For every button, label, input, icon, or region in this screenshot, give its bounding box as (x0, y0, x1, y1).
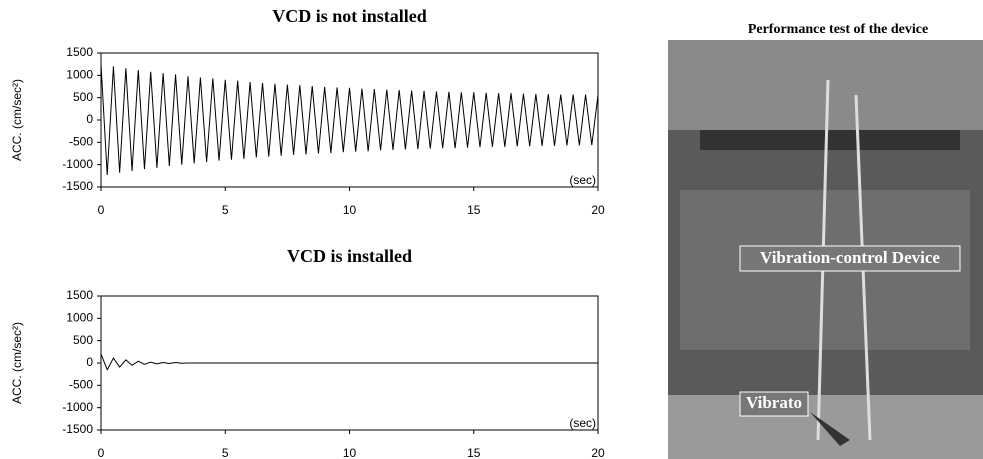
chart-title: VCD is not installed (272, 6, 427, 26)
x-tick-label: 0 (98, 446, 105, 459)
x-tick-label: 15 (467, 446, 481, 459)
chart-title: VCD is installed (287, 246, 412, 266)
y-tick-label: -1000 (62, 400, 93, 414)
y-tick-label: 0 (86, 355, 93, 369)
x-tick-label: 10 (343, 446, 357, 459)
photo-label-box (739, 245, 961, 272)
y-tick-label: 500 (73, 333, 93, 347)
y-tick-label: 1000 (66, 311, 93, 325)
y-tick-label: 1500 (66, 45, 93, 59)
y-tick-label: 0 (86, 112, 93, 126)
photo-ceiling (668, 40, 983, 130)
photo-beam (700, 130, 960, 150)
y-axis-label: ACC. (cm/sec²) (10, 79, 24, 161)
x-axis-label: (sec) (569, 173, 596, 187)
y-tick-label: 1000 (66, 68, 93, 82)
x-tick-label: 15 (467, 203, 481, 217)
y-tick-label: 500 (73, 90, 93, 104)
y-tick-label: 1500 (66, 288, 93, 302)
x-axis-label: (sec) (569, 416, 596, 430)
y-tick-label: -1000 (62, 157, 93, 171)
y-tick-label: -1500 (62, 422, 93, 436)
y-tick-label: -500 (69, 135, 93, 149)
plot-frame (100, 52, 599, 188)
x-tick-label: 5 (222, 446, 229, 459)
photo-label-box (739, 391, 809, 417)
photo-title: Performance test of the device (748, 22, 928, 37)
signal-line (100, 353, 598, 371)
photo-arrow (810, 412, 850, 446)
y-axis-label: ACC. (cm/sec²) (10, 322, 24, 404)
photo-label: Vibration-control Device (760, 248, 940, 267)
photo: Performance test of the device Vibration… (668, 22, 983, 459)
x-tick-label: 0 (98, 203, 105, 217)
x-tick-label: 10 (343, 203, 357, 217)
signal-line (100, 64, 599, 175)
x-tick-label: 20 (591, 203, 605, 217)
x-tick-label: 5 (222, 203, 229, 217)
y-tick-label: -1500 (62, 179, 93, 193)
photo-label: Vibrato (746, 393, 802, 412)
x-tick-label: 20 (591, 446, 605, 459)
y-tick-label: -500 (69, 378, 93, 392)
